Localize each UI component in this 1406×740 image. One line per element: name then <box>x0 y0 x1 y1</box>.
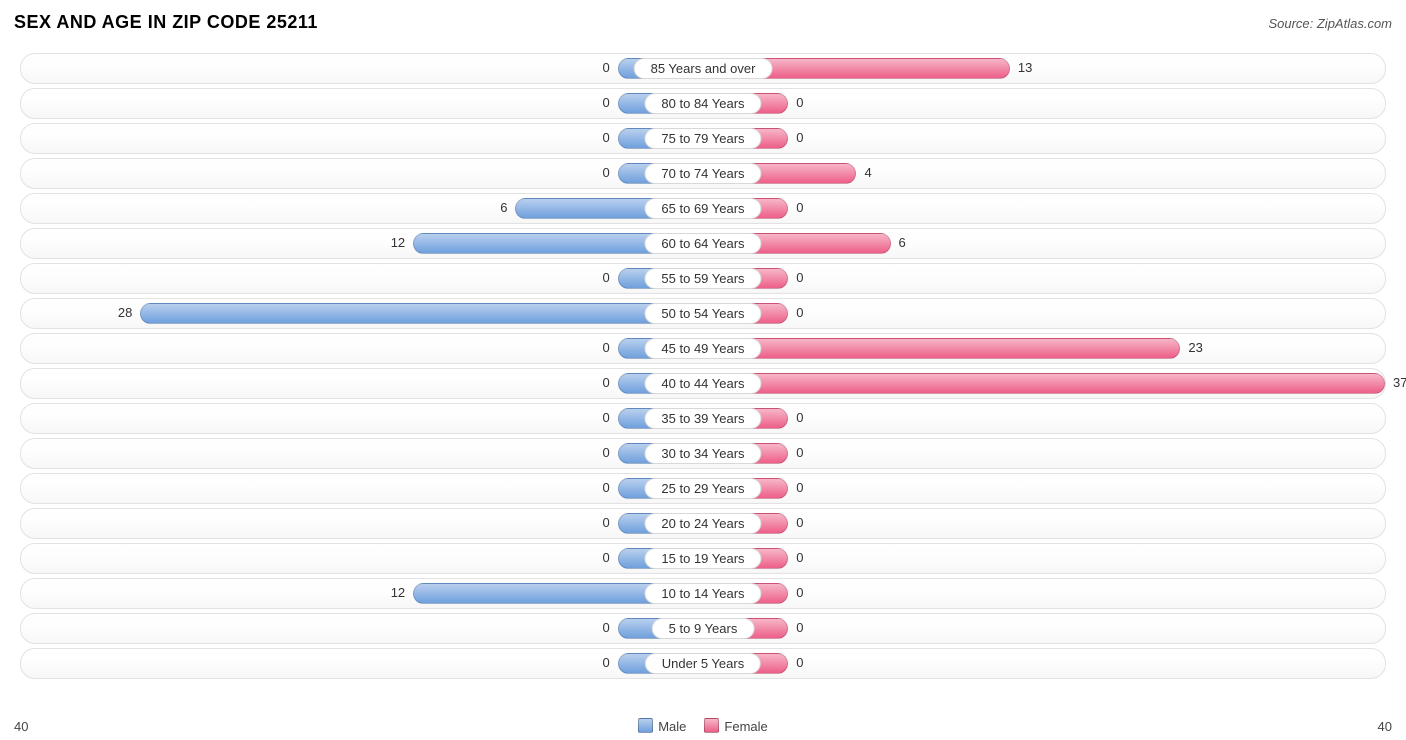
chart-source: Source: ZipAtlas.com <box>1268 16 1392 31</box>
male-value: 0 <box>603 375 610 390</box>
female-value: 0 <box>796 445 803 460</box>
age-category-label: Under 5 Years <box>645 653 761 674</box>
age-category-label: 5 to 9 Years <box>652 618 755 639</box>
male-value: 0 <box>603 165 610 180</box>
age-category-label: 40 to 44 Years <box>644 373 761 394</box>
female-value: 37 <box>1393 375 1406 390</box>
age-category-label: 85 Years and over <box>634 58 773 79</box>
female-value: 0 <box>796 585 803 600</box>
male-value: 0 <box>603 550 610 565</box>
male-value: 0 <box>603 95 610 110</box>
axis-right-max: 40 <box>1378 719 1392 734</box>
population-pyramid-chart: 0 13 85 Years and over 0 0 80 to 84 Years 0 0 75… <box>14 43 1392 691</box>
male-value: 0 <box>603 445 610 460</box>
male-value: 0 <box>603 340 610 355</box>
age-category-label: 50 to 54 Years <box>644 303 761 324</box>
chart-title: SEX AND AGE IN ZIP CODE 25211 <box>14 12 318 33</box>
female-value: 13 <box>1018 60 1032 75</box>
pyramid-row: 0 0 35 to 39 Years <box>20 403 1386 434</box>
female-value: 0 <box>796 270 803 285</box>
female-value: 0 <box>796 200 803 215</box>
age-category-label: 20 to 24 Years <box>644 513 761 534</box>
female-swatch <box>704 718 719 733</box>
age-category-label: 15 to 19 Years <box>644 548 761 569</box>
age-category-label: 35 to 39 Years <box>644 408 761 429</box>
male-value: 0 <box>603 480 610 495</box>
pyramid-row: 0 0 75 to 79 Years <box>20 123 1386 154</box>
pyramid-row: 0 0 20 to 24 Years <box>20 508 1386 539</box>
pyramid-row: 0 4 70 to 74 Years <box>20 158 1386 189</box>
pyramid-row: 12 6 60 to 64 Years <box>20 228 1386 259</box>
chart-footer: 40 Male Female 40 <box>14 718 1392 734</box>
pyramid-row: 0 13 85 Years and over <box>20 53 1386 84</box>
female-value: 0 <box>796 480 803 495</box>
male-value: 12 <box>391 235 405 250</box>
pyramid-row: 0 0 80 to 84 Years <box>20 88 1386 119</box>
female-bar <box>703 338 1180 359</box>
male-value: 0 <box>603 410 610 425</box>
age-category-label: 30 to 34 Years <box>644 443 761 464</box>
female-value: 0 <box>796 410 803 425</box>
female-value: 0 <box>796 655 803 670</box>
male-value: 0 <box>603 130 610 145</box>
male-value: 0 <box>603 60 610 75</box>
pyramid-row: 6 0 65 to 69 Years <box>20 193 1386 224</box>
legend-male-label: Male <box>658 719 686 734</box>
axis-left-max: 40 <box>14 719 28 734</box>
age-category-label: 45 to 49 Years <box>644 338 761 359</box>
age-category-label: 25 to 29 Years <box>644 478 761 499</box>
age-category-label: 70 to 74 Years <box>644 163 761 184</box>
female-value: 6 <box>899 235 906 250</box>
age-category-label: 60 to 64 Years <box>644 233 761 254</box>
pyramid-row: 12 0 10 to 14 Years <box>20 578 1386 609</box>
female-value: 0 <box>796 305 803 320</box>
male-value: 0 <box>603 655 610 670</box>
female-value: 0 <box>796 550 803 565</box>
pyramid-row: 0 0 30 to 34 Years <box>20 438 1386 469</box>
pyramid-row: 0 0 Under 5 Years <box>20 648 1386 679</box>
male-value: 0 <box>603 620 610 635</box>
male-value: 6 <box>500 200 507 215</box>
male-value: 0 <box>603 515 610 530</box>
female-bar <box>703 373 1385 394</box>
pyramid-row: 0 23 45 to 49 Years <box>20 333 1386 364</box>
legend-male: Male <box>638 718 686 734</box>
age-category-label: 65 to 69 Years <box>644 198 761 219</box>
male-value: 0 <box>603 270 610 285</box>
male-swatch <box>638 718 653 733</box>
female-value: 4 <box>864 165 871 180</box>
female-value: 0 <box>796 620 803 635</box>
male-value: 12 <box>391 585 405 600</box>
age-category-label: 75 to 79 Years <box>644 128 761 149</box>
age-category-label: 55 to 59 Years <box>644 268 761 289</box>
legend-female: Female <box>704 718 767 734</box>
male-value: 28 <box>118 305 132 320</box>
male-bar <box>140 303 703 324</box>
female-value: 0 <box>796 95 803 110</box>
pyramid-row: 03740 to 44 Years <box>20 368 1386 399</box>
pyramid-row: 0 0 15 to 19 Years <box>20 543 1386 574</box>
legend: Male Female <box>638 718 768 734</box>
pyramid-row: 0 0 25 to 29 Years <box>20 473 1386 504</box>
pyramid-row: 28 0 50 to 54 Years <box>20 298 1386 329</box>
legend-female-label: Female <box>724 719 767 734</box>
female-value: 23 <box>1188 340 1202 355</box>
pyramid-row: 0 0 5 to 9 Years <box>20 613 1386 644</box>
female-value: 0 <box>796 130 803 145</box>
pyramid-row: 0 0 55 to 59 Years <box>20 263 1386 294</box>
age-category-label: 10 to 14 Years <box>644 583 761 604</box>
age-category-label: 80 to 84 Years <box>644 93 761 114</box>
female-value: 0 <box>796 515 803 530</box>
